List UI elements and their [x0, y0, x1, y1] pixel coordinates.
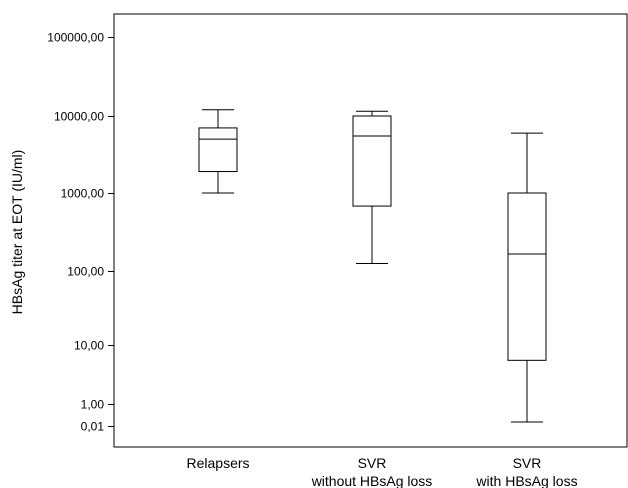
- box-iqr: [352, 115, 392, 207]
- category-label: Relapsers: [186, 455, 249, 471]
- category-label: SVR: [358, 455, 387, 471]
- box-3: [507, 132, 547, 423]
- y-tick-label: 1000,00: [61, 187, 105, 201]
- box-iqr: [198, 127, 238, 173]
- y-tick-label: 0,01: [81, 420, 105, 434]
- plot-frame: [113, 13, 628, 448]
- x-axis-labels: Relapsers SVR without HBsAg loss SVR with HB…: [186, 455, 577, 488]
- y-tick-label: 100,00: [67, 265, 104, 279]
- box-2: [352, 110, 392, 264]
- box-iqr: [507, 192, 547, 361]
- y-tick-label: 100000,00: [47, 31, 104, 45]
- category-label: SVR: [513, 455, 542, 471]
- y-axis-ticks: 0,01 1,00 10,00 100,00 1000,00 10000,00 100000…: [47, 31, 114, 434]
- box-series: [198, 109, 547, 423]
- y-tick-label: 10,00: [74, 339, 104, 353]
- category-label: without HBsAg loss: [311, 473, 433, 488]
- y-tick-label: 10000,00: [54, 110, 104, 124]
- category-label: with HBsAg loss: [475, 473, 577, 488]
- box-1: [198, 109, 238, 194]
- y-axis-title: HBsAg titer at EOT (IU/ml): [9, 150, 25, 315]
- y-tick-label: 1,00: [81, 398, 105, 412]
